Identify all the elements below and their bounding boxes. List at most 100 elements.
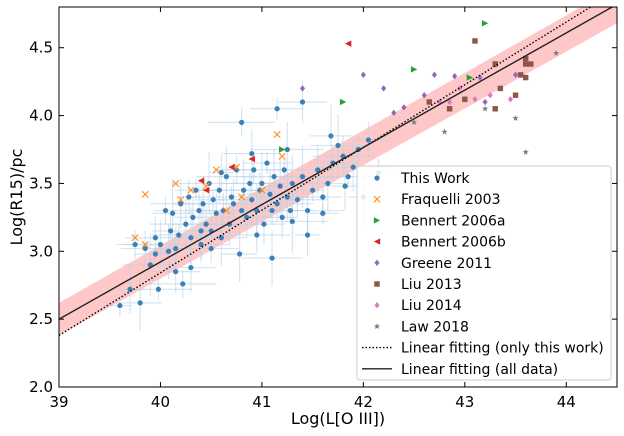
- point-fraquelli-2003-stroke: [202, 182, 210, 190]
- point-this-work: [345, 174, 351, 180]
- point-liu-2013: [512, 92, 519, 98]
- legend-label-this-work: This Work: [400, 171, 470, 187]
- point-fraquelli-2003-stroke: [273, 130, 281, 139]
- point-this-work: [223, 174, 229, 180]
- x-tick-label: 42: [354, 393, 373, 411]
- point-bennert-2006a: [410, 66, 418, 73]
- legend-label-greene-2011: Greene 2011: [401, 256, 492, 272]
- point-liu-2014: [447, 98, 453, 106]
- point-this-work: [183, 221, 189, 227]
- point-liu-2014: [457, 85, 463, 92]
- point-greene-2011: [401, 104, 407, 111]
- point-greene-2011: [391, 109, 397, 117]
- point-this-work: [157, 241, 164, 248]
- point-this-work: [203, 221, 209, 227]
- legend-marker-law-2018: [373, 323, 381, 329]
- point-this-work: [299, 99, 306, 105]
- plot-frame: [58, 6, 618, 388]
- point-liu-2014: [487, 92, 493, 99]
- point-this-work: [155, 286, 162, 292]
- point-this-work: [304, 207, 311, 214]
- legend-marker-bennert-2006b: [373, 238, 381, 245]
- point-this-work: [117, 302, 123, 309]
- point-greene-2011: [431, 71, 437, 79]
- point-fraquelli-2003-stroke: [238, 193, 246, 201]
- legend-marker-greene-2011: [374, 259, 380, 266]
- point-liu-2013: [462, 96, 468, 103]
- point-liu-2013: [492, 106, 498, 112]
- point-this-work: [244, 214, 250, 220]
- point-liu-2013: [446, 106, 453, 112]
- point-this-work: [190, 214, 196, 220]
- legend-label-bennert-2006a: Bennert 2006a: [401, 213, 505, 229]
- point-fraquelli-2003: [212, 166, 220, 174]
- point-this-work: [196, 207, 202, 214]
- point-fraquelli-2003-stroke: [141, 240, 149, 249]
- point-this-work: [350, 164, 356, 170]
- point-bennert-2006b: [202, 187, 210, 194]
- point-this-work: [315, 167, 321, 173]
- point-this-work: [299, 174, 306, 180]
- point-this-work: [249, 150, 255, 157]
- point-fraquelli-2003-stroke: [131, 234, 139, 242]
- point-this-work: [264, 160, 270, 166]
- point-bennert-2006a: [481, 20, 489, 27]
- point-bennert-2006a: [279, 146, 286, 153]
- y-tick-label: 4.0: [29, 107, 53, 125]
- point-law-2018: [553, 49, 560, 56]
- point-law-2018: [441, 128, 448, 135]
- point-greene-2011: [477, 74, 483, 81]
- legend-box: [356, 165, 612, 381]
- point-this-work: [254, 232, 260, 238]
- point-this-work: [173, 245, 179, 252]
- legend-marker-liu-2013: [374, 281, 380, 287]
- point-this-work: [289, 218, 295, 225]
- legend-label-liu-2013: Liu 2013: [401, 277, 462, 293]
- legend-marker-bennert-2006a: [373, 217, 381, 224]
- point-fraquelli-2003: [172, 179, 180, 188]
- point-fraquelli-2003: [238, 193, 246, 201]
- point-greene-2011: [482, 98, 488, 106]
- point-fraquelli-2003-stroke: [187, 186, 195, 194]
- y-tick-label: 3.5: [29, 174, 53, 192]
- point-this-work: [188, 264, 194, 271]
- point-this-work: [259, 180, 265, 187]
- point-this-work: [165, 248, 172, 254]
- point-fraquelli-2003: [131, 234, 139, 242]
- point-this-work: [218, 169, 224, 176]
- point-fraquelli-2003: [278, 152, 286, 160]
- point-liu-2013: [492, 61, 498, 67]
- point-greene-2011: [381, 85, 387, 92]
- legend-marker-liu-2014: [374, 302, 380, 309]
- point-law-2018: [522, 149, 529, 155]
- y-axis: 2.0 2.5 3.0 3.5 4.0 4.5: [29, 39, 617, 396]
- point-fraquelli-2003: [177, 196, 185, 204]
- legend-label-law-2018: Law 2018: [401, 319, 469, 335]
- x-tick-label: 43: [455, 393, 474, 411]
- x-tick-label: 40: [151, 393, 170, 411]
- point-this-work: [254, 207, 260, 214]
- point-this-work: [200, 201, 206, 207]
- point-fraquelli-2003-stroke: [258, 186, 266, 194]
- y-axis-label: Log(R15)/pc: [7, 149, 26, 246]
- point-liu-2013: [522, 55, 529, 62]
- point-this-work: [281, 167, 287, 173]
- point-this-work: [230, 201, 237, 207]
- point-this-work: [294, 197, 301, 203]
- point-this-work: [213, 210, 219, 216]
- point-this-work: [170, 210, 176, 216]
- point-bennert-2006b: [197, 177, 205, 184]
- point-this-work: [251, 167, 257, 173]
- point-bennert-2006b: [248, 155, 255, 163]
- legend: This Work Fraquelli 2003 Bennert 2006a Benn…: [356, 165, 612, 381]
- point-this-work: [188, 235, 194, 241]
- x-tick-label: 41: [252, 393, 271, 411]
- legend-marker-fraquelli-2003-stroke: [373, 195, 381, 203]
- legend-label-linear-fitting-only-this-work-: Linear fitting (only this work): [401, 341, 604, 357]
- point-fraquelli-2003: [258, 186, 266, 194]
- point-this-work: [320, 210, 326, 216]
- point-this-work: [247, 180, 253, 187]
- point-this-work: [241, 187, 247, 193]
- point-this-work: [176, 232, 182, 238]
